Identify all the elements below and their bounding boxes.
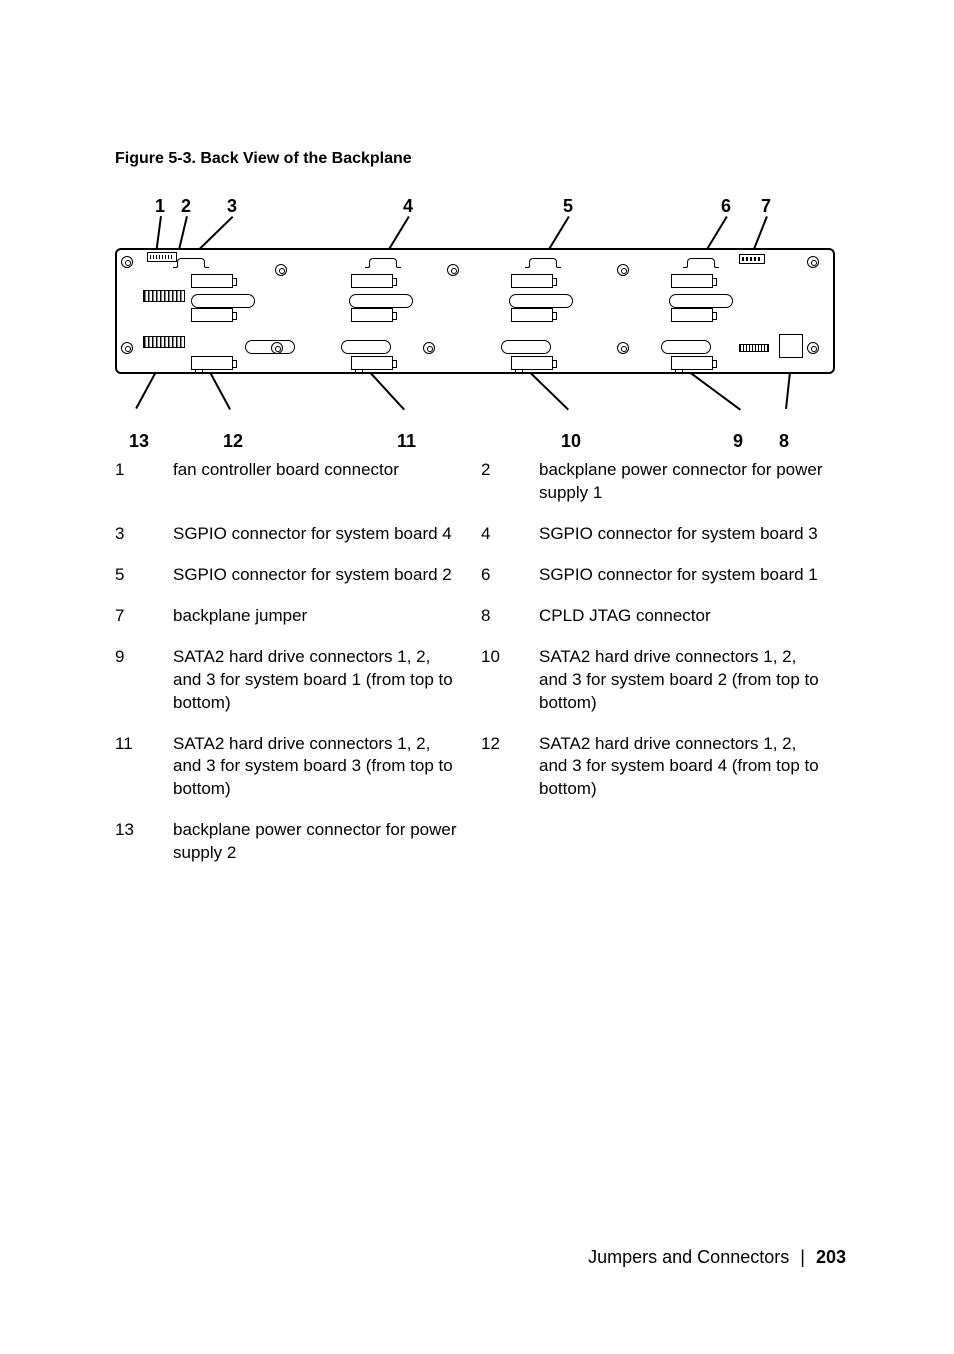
callout-4: 4 bbox=[403, 196, 413, 217]
callout-10: 10 bbox=[561, 431, 581, 452]
legend-num-1: 1 bbox=[115, 459, 155, 505]
sgpio-connector bbox=[687, 258, 715, 267]
screw-hole bbox=[423, 342, 435, 354]
sata-connector bbox=[351, 308, 393, 322]
sata-connector bbox=[511, 308, 553, 322]
slot bbox=[501, 340, 551, 354]
legend-num-13: 13 bbox=[115, 819, 155, 865]
legend-desc-2: backplane power connector for power supp… bbox=[539, 459, 829, 505]
callout-9: 9 bbox=[733, 431, 743, 452]
screw-hole bbox=[807, 256, 819, 268]
legend-desc-7: backplane jumper bbox=[173, 605, 463, 628]
callout-5: 5 bbox=[563, 196, 573, 217]
sata-connector bbox=[351, 274, 393, 288]
screw-hole bbox=[807, 342, 819, 354]
leader-line bbox=[690, 372, 741, 410]
legend-desc-5: SGPIO connector for system board 2 bbox=[173, 564, 463, 587]
sgpio-connector bbox=[369, 258, 397, 267]
leader-line bbox=[786, 372, 791, 409]
screw-hole bbox=[447, 264, 459, 276]
footer-page-number: 203 bbox=[816, 1247, 846, 1267]
backplane-jumper bbox=[739, 254, 765, 264]
sgpio-connector bbox=[177, 258, 205, 267]
screw-hole bbox=[275, 264, 287, 276]
legend-num-4: 4 bbox=[481, 523, 521, 546]
callout-1: 1 bbox=[155, 196, 165, 217]
legend-num-9: 9 bbox=[115, 646, 155, 715]
legend-table: 1 fan controller board connector 2 backplan… bbox=[115, 459, 846, 865]
legend-desc-6: SGPIO connector for system board 1 bbox=[539, 564, 829, 587]
legend-num-5: 5 bbox=[115, 564, 155, 587]
callout-12: 12 bbox=[223, 431, 243, 452]
legend-desc-9: SATA2 hard drive connectors 1, 2, and 3 … bbox=[173, 646, 463, 715]
footer-section: Jumpers and Connectors bbox=[588, 1247, 789, 1267]
small-connector bbox=[739, 344, 769, 352]
leader-line bbox=[530, 372, 569, 410]
footer-separator: | bbox=[800, 1247, 805, 1267]
page-footer: Jumpers and Connectors | 203 bbox=[588, 1247, 846, 1268]
legend-num-8: 8 bbox=[481, 605, 521, 628]
legend-num-7: 7 bbox=[115, 605, 155, 628]
sata-connector bbox=[671, 308, 713, 322]
screw-hole bbox=[121, 342, 133, 354]
figure-title: Figure 5-3. Back View of the Backplane bbox=[115, 150, 846, 168]
legend-num-3: 3 bbox=[115, 523, 155, 546]
sata-connector bbox=[191, 308, 233, 322]
callout-6: 6 bbox=[721, 196, 731, 217]
sata-connector bbox=[191, 274, 233, 288]
screw-hole bbox=[121, 256, 133, 268]
sata-connector bbox=[351, 356, 393, 370]
leader-line bbox=[370, 372, 405, 410]
sata-connector bbox=[671, 274, 713, 288]
cpld-jtag-connector bbox=[779, 334, 803, 358]
slot bbox=[341, 340, 391, 354]
slot bbox=[669, 294, 733, 308]
screw-hole bbox=[617, 342, 629, 354]
legend-num-10: 10 bbox=[481, 646, 521, 715]
legend-num-2: 2 bbox=[481, 459, 521, 505]
leader-line bbox=[210, 372, 231, 410]
slot bbox=[245, 340, 295, 354]
legend-desc-4: SGPIO connector for system board 3 bbox=[539, 523, 829, 546]
backplane-diagram: 1234567 1312111098 bbox=[115, 196, 835, 431]
legend-num-11: 11 bbox=[115, 733, 155, 802]
legend-desc-12: SATA2 hard drive connectors 1, 2, and 3 … bbox=[539, 733, 829, 802]
legend-desc-8: CPLD JTAG connector bbox=[539, 605, 829, 628]
backplane-power-2 bbox=[143, 336, 185, 348]
legend-desc-11: SATA2 hard drive connectors 1, 2, and 3 … bbox=[173, 733, 463, 802]
callout-7: 7 bbox=[761, 196, 771, 217]
callout-3: 3 bbox=[227, 196, 237, 217]
legend-desc-10: SATA2 hard drive connectors 1, 2, and 3 … bbox=[539, 646, 829, 715]
sgpio-connector bbox=[529, 258, 557, 267]
leader-line bbox=[136, 371, 157, 409]
slot bbox=[509, 294, 573, 308]
sata-connector bbox=[511, 356, 553, 370]
legend-desc-1: fan controller board connector bbox=[173, 459, 463, 505]
callout-11: 11 bbox=[397, 431, 416, 452]
slot bbox=[661, 340, 711, 354]
callout-8: 8 bbox=[779, 431, 789, 452]
screw-hole bbox=[617, 264, 629, 276]
legend-num-12: 12 bbox=[481, 733, 521, 802]
legend-num-6: 6 bbox=[481, 564, 521, 587]
sata-connector bbox=[671, 356, 713, 370]
backplane-power-1 bbox=[143, 290, 185, 302]
fan-controller-connector bbox=[147, 252, 177, 262]
board-outline bbox=[115, 248, 835, 374]
legend-desc-13: backplane power connector for power supp… bbox=[173, 819, 463, 865]
sata-connector bbox=[191, 356, 233, 370]
slot bbox=[349, 294, 413, 308]
sata-connector bbox=[511, 274, 553, 288]
callout-2: 2 bbox=[181, 196, 191, 217]
slot bbox=[191, 294, 255, 308]
callout-13: 13 bbox=[129, 431, 149, 452]
legend-desc-3: SGPIO connector for system board 4 bbox=[173, 523, 463, 546]
